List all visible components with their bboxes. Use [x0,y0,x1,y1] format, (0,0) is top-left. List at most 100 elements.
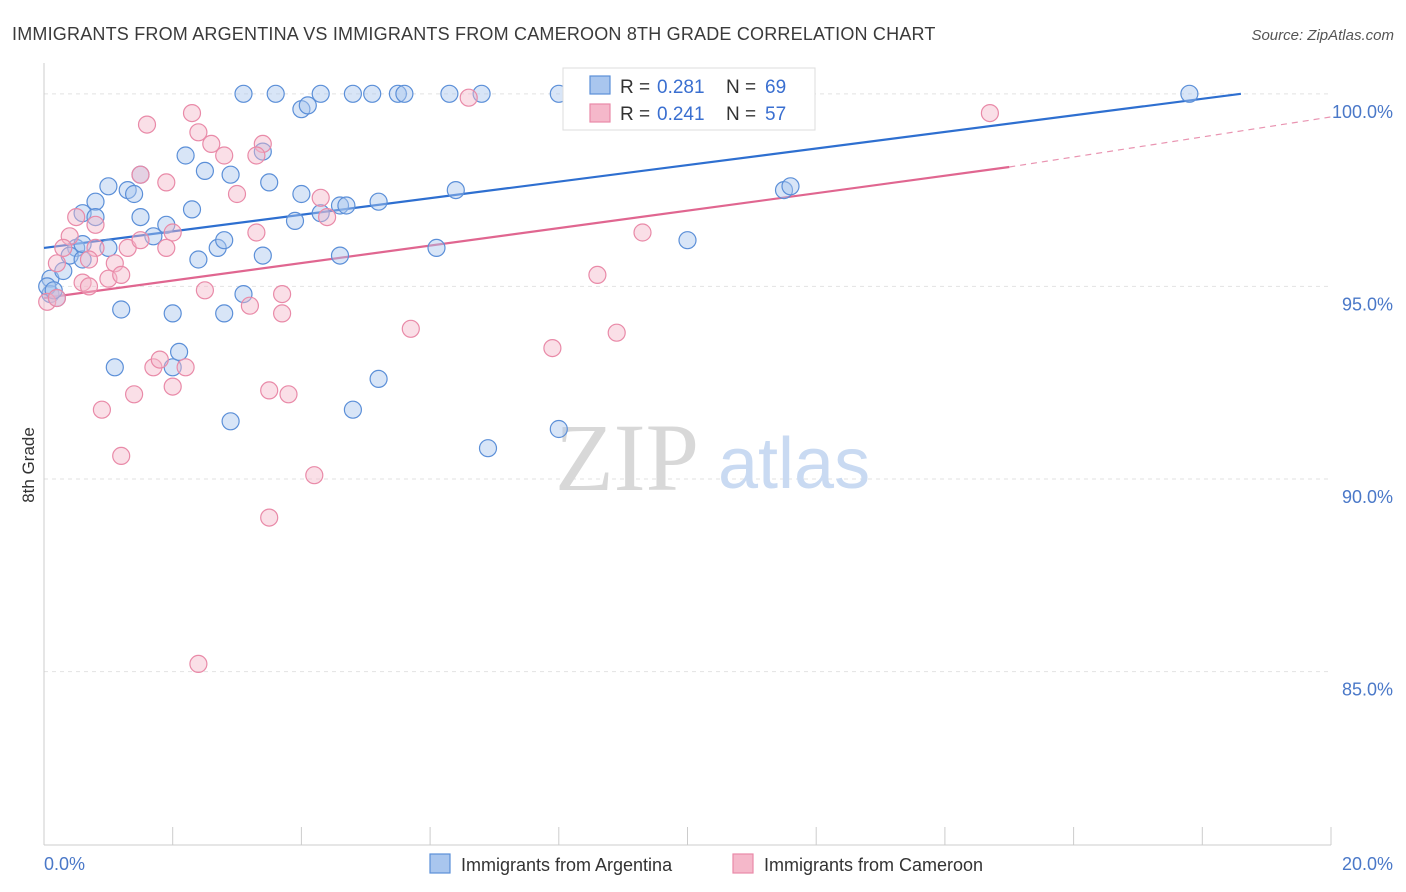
bottom-legend-label-argentina: Immigrants from Argentina [461,855,673,875]
legend-swatch-cameroon [589,103,611,123]
series-cameroon [38,84,1000,674]
bottom-legend-label-cameroon: Immigrants from Cameroon [764,855,983,875]
data-point [260,381,279,400]
legend-r-label-1: R = [620,77,650,98]
data-point [401,319,420,338]
data-point [157,173,176,192]
data-point [221,412,240,431]
data-point [260,173,279,192]
data-point [47,254,67,273]
data-point [195,281,214,300]
data-point [163,223,182,242]
trend-line-extension-cameroon [1009,116,1332,168]
data-point [311,84,330,103]
data-point [234,84,253,103]
data-point [247,223,266,242]
data-point [189,250,208,269]
data-point [292,184,311,204]
data-point [781,177,800,196]
data-point [215,231,234,250]
data-point [369,192,388,211]
data-point [240,296,259,315]
trend-line-argentina [43,92,1242,249]
data-point [318,208,337,227]
data-point [395,84,414,103]
data-point [131,208,150,227]
data-point [86,238,105,257]
data-point [247,146,266,165]
data-point [182,200,202,219]
bottom-legend-swatch-cameroon [732,853,754,874]
data-point [54,238,73,257]
data-point [427,238,446,257]
data-point [459,88,478,107]
data-point [112,300,131,319]
data-point [38,292,57,311]
data-point [215,304,234,323]
data-point [137,115,157,134]
data-point [607,323,626,342]
series-argentina [38,84,1199,458]
data-point [67,208,86,227]
x-tick-label-max: 20.0% [1342,854,1393,874]
data-point [549,419,568,439]
data-point [388,84,407,103]
data-point [86,192,105,211]
data-point [260,508,279,527]
data-point [182,103,202,123]
data-point [125,184,144,204]
data-point [163,304,182,323]
data-point [285,211,305,230]
data-point [60,227,79,246]
legend-n-value-1: 69 [765,77,786,98]
data-point [980,103,1000,123]
trend-line-cameroon [43,165,1010,300]
data-point [176,358,195,377]
bottom-legend-swatch-argentina [429,853,451,874]
data-point [189,654,208,674]
data-point [105,358,124,377]
data-point [221,165,240,184]
data-point [273,304,292,323]
data-point [678,231,697,250]
data-point [298,96,317,115]
legend-n-label-1: N = [726,77,756,98]
data-point [47,288,67,308]
data-point [1180,84,1199,103]
y-tick-label: 95.0% [1342,294,1393,314]
data-point [79,250,99,269]
data-point [112,265,131,284]
data-point [273,285,292,304]
data-point [157,238,176,257]
y-tick-label: 100.0% [1332,102,1393,122]
data-point [150,350,169,369]
source-label: Source: ZipAtlas.com [1251,27,1394,44]
data-point [253,246,272,265]
data-point [337,196,356,215]
legend-r-label-2: R = [620,104,650,125]
data-point [73,250,92,269]
axes [43,63,1332,846]
data-point [195,161,214,180]
data-point [99,177,118,196]
watermark-atlas: atlas [718,424,870,504]
data-point [112,446,131,465]
data-point [279,385,298,404]
data-point [543,339,562,358]
legend-n-value-2: 57 [765,104,786,125]
data-point [253,134,272,153]
data-point [330,246,350,265]
data-point [105,254,124,273]
data-point [369,369,388,388]
legend-box: R = 0.281 N = 69 R = 0.241 N = 57 [562,67,816,131]
y-axis-label: 8th Grade [19,427,38,503]
data-point [440,84,459,103]
data-point [343,84,362,103]
data-point [446,181,465,200]
data-point [131,165,150,184]
data-point [343,400,362,419]
data-point [478,439,498,458]
data-point [99,238,118,257]
data-point [330,196,350,215]
legend-swatch-argentina [589,75,611,95]
